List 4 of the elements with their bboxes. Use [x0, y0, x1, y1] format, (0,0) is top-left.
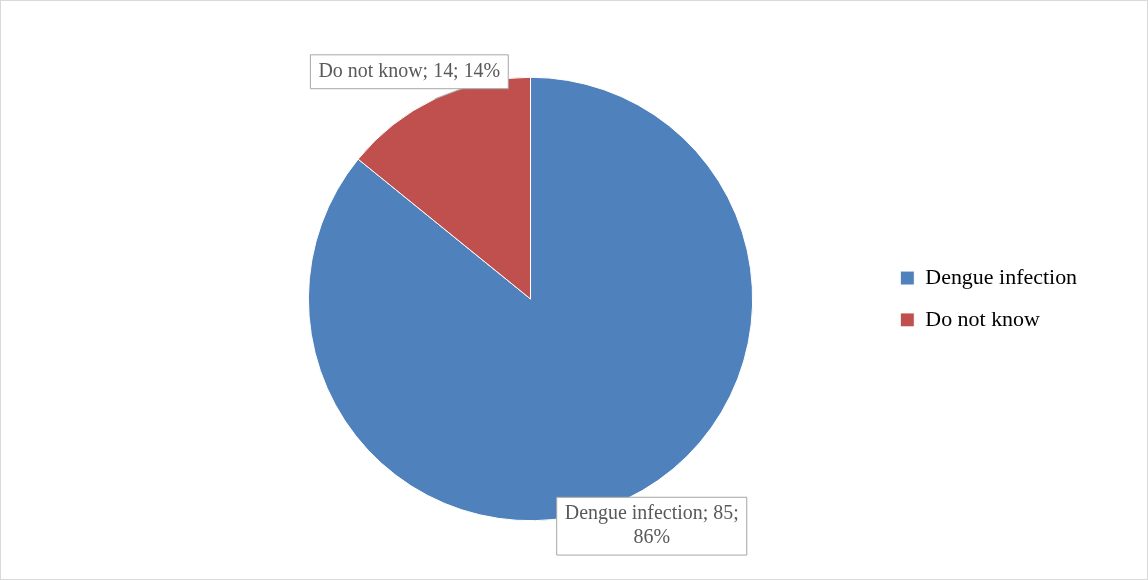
data-label: Dengue infection; 85; 86% — [564, 501, 739, 548]
data-label: Do not know; 14; 14% — [318, 59, 501, 81]
legend-label: Do not know — [925, 305, 1041, 331]
legend-label: Dengue infection — [925, 263, 1078, 289]
